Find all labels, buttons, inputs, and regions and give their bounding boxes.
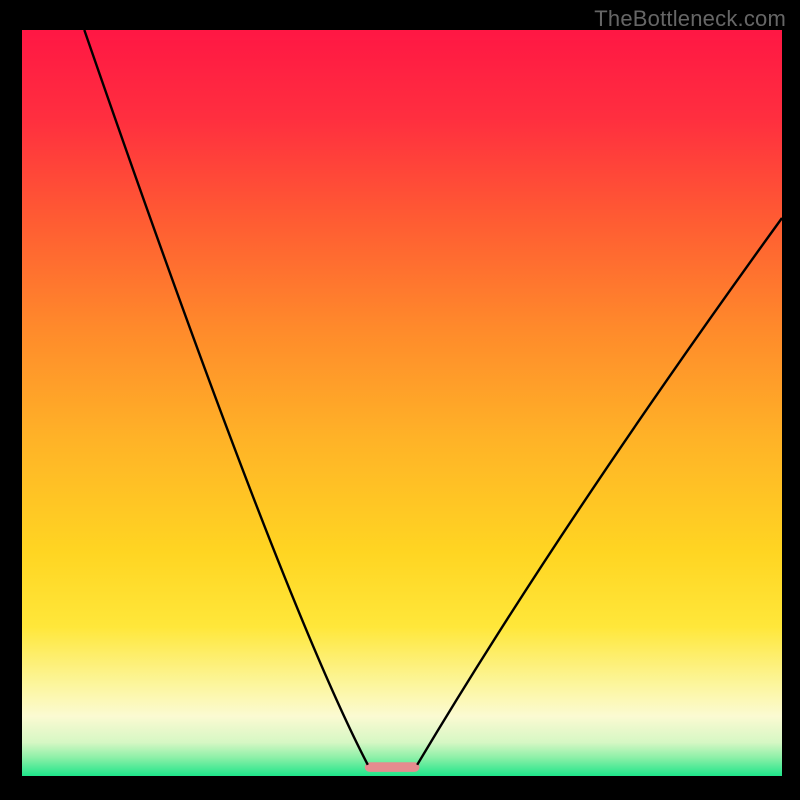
frame-outer xyxy=(0,0,800,800)
watermark-text: TheBottleneck.com xyxy=(594,6,786,32)
plot-background xyxy=(22,30,782,776)
curve-right xyxy=(417,218,782,765)
chart-svg xyxy=(0,0,800,800)
curve-left xyxy=(84,30,367,765)
bottleneck-marker xyxy=(365,762,420,772)
